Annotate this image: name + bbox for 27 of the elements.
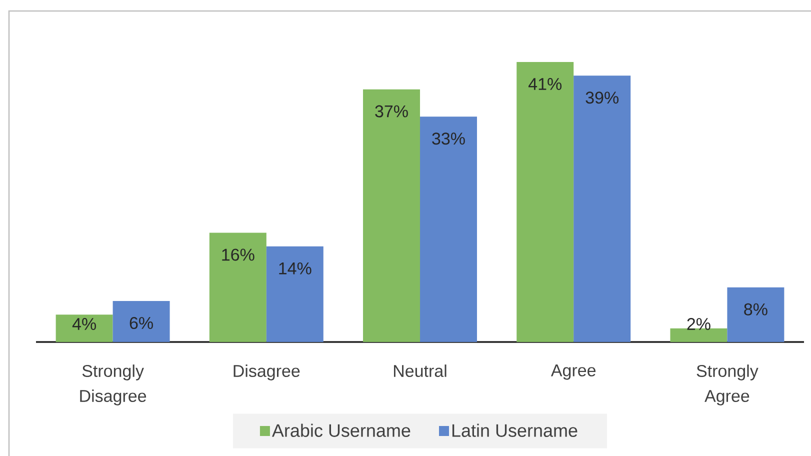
x-tick-label: Disagree	[234, 364, 300, 380]
x-tick-label: Strongly Agree	[696, 364, 758, 406]
legend-label: Latin Username	[452, 424, 578, 437]
data-label: 6%	[130, 317, 153, 330]
bar	[516, 62, 574, 342]
data-label: 33%	[432, 132, 465, 145]
data-label: 37%	[375, 105, 408, 118]
bar	[670, 328, 728, 342]
x-tick-label: Agree	[550, 364, 596, 380]
data-label: 8%	[744, 303, 768, 316]
bar	[112, 301, 170, 342]
bar	[727, 287, 784, 342]
bar	[266, 246, 324, 342]
data-label: 16%	[222, 248, 254, 261]
data-label: 39%	[586, 92, 619, 104]
bar	[56, 314, 113, 342]
data-label: 2%	[687, 318, 710, 330]
data-label: 41%	[528, 78, 562, 90]
bar	[420, 116, 477, 342]
data-label: 4%	[72, 318, 96, 330]
x-tick-label: Neutral	[394, 364, 446, 378]
bar	[574, 76, 631, 342]
data-label: 14%	[279, 262, 312, 274]
x-tick-label: Strongly Disagree	[80, 364, 146, 406]
bar	[209, 232, 266, 342]
legend-label: Arabic Username	[272, 424, 410, 437]
bar	[363, 89, 420, 342]
